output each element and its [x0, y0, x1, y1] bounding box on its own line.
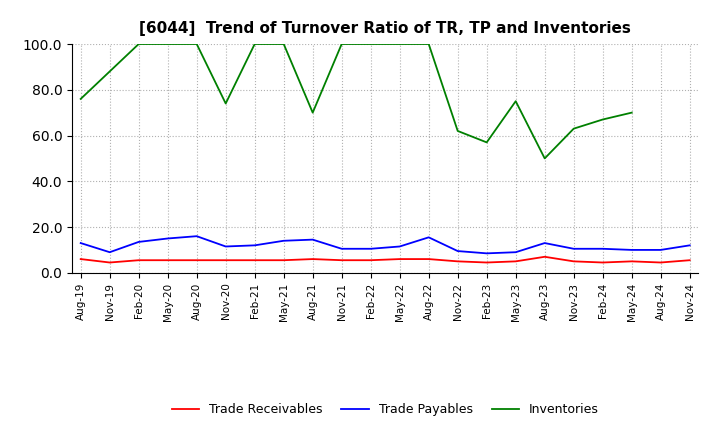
- Line: Trade Payables: Trade Payables: [81, 236, 690, 253]
- Inventories: [570, 126, 578, 131]
- Trade Payables: [657, 247, 665, 253]
- Trade Payables: [76, 240, 85, 246]
- Inventories: [454, 128, 462, 134]
- Inventories: [221, 101, 230, 106]
- Inventories: [627, 110, 636, 115]
- Trade Receivables: [511, 259, 520, 264]
- Trade Payables: [251, 243, 259, 248]
- Inventories: [308, 110, 317, 115]
- Inventories: [511, 99, 520, 104]
- Trade Receivables: [163, 257, 172, 263]
- Inventories: [279, 41, 288, 47]
- Trade Receivables: [135, 257, 143, 263]
- Trade Payables: [366, 246, 375, 251]
- Trade Payables: [454, 249, 462, 254]
- Trade Payables: [163, 236, 172, 241]
- Trade Receivables: [366, 257, 375, 263]
- Trade Receivables: [279, 257, 288, 263]
- Inventories: [163, 41, 172, 47]
- Line: Trade Receivables: Trade Receivables: [81, 257, 690, 263]
- Inventories: [482, 140, 491, 145]
- Trade Receivables: [192, 257, 201, 263]
- Trade Receivables: [76, 257, 85, 262]
- Trade Receivables: [395, 257, 404, 262]
- Trade Payables: [511, 249, 520, 255]
- Inventories: [338, 41, 346, 47]
- Trade Receivables: [570, 259, 578, 264]
- Trade Payables: [598, 246, 607, 251]
- Trade Payables: [338, 246, 346, 251]
- Trade Payables: [685, 243, 694, 248]
- Line: Inventories: Inventories: [81, 44, 631, 158]
- Trade Payables: [424, 235, 433, 240]
- Trade Receivables: [251, 257, 259, 263]
- Trade Receivables: [598, 260, 607, 265]
- Trade Payables: [308, 237, 317, 242]
- Trade Receivables: [541, 254, 549, 260]
- Trade Receivables: [424, 257, 433, 262]
- Trade Payables: [192, 234, 201, 239]
- Trade Payables: [395, 244, 404, 249]
- Inventories: [395, 41, 404, 47]
- Inventories: [366, 41, 375, 47]
- Trade Payables: [279, 238, 288, 243]
- Trade Receivables: [454, 259, 462, 264]
- Inventories: [76, 96, 85, 102]
- Trade Payables: [570, 246, 578, 251]
- Trade Payables: [541, 240, 549, 246]
- Trade Receivables: [685, 257, 694, 263]
- Inventories: [541, 156, 549, 161]
- Trade Receivables: [308, 257, 317, 262]
- Trade Receivables: [338, 257, 346, 263]
- Trade Payables: [105, 249, 114, 255]
- Trade Payables: [627, 247, 636, 253]
- Inventories: [135, 41, 143, 47]
- Inventories: [192, 41, 201, 47]
- Trade Payables: [221, 244, 230, 249]
- Inventories: [105, 69, 114, 74]
- Trade Receivables: [105, 260, 114, 265]
- Title: [6044]  Trend of Turnover Ratio of TR, TP and Inventories: [6044] Trend of Turnover Ratio of TR, TP…: [139, 21, 631, 36]
- Trade Payables: [482, 251, 491, 256]
- Trade Receivables: [482, 260, 491, 265]
- Inventories: [598, 117, 607, 122]
- Trade Receivables: [627, 259, 636, 264]
- Inventories: [251, 41, 259, 47]
- Inventories: [424, 41, 433, 47]
- Legend: Trade Receivables, Trade Payables, Inventories: Trade Receivables, Trade Payables, Inven…: [166, 398, 604, 421]
- Trade Payables: [135, 239, 143, 245]
- Trade Receivables: [221, 257, 230, 263]
- Trade Receivables: [657, 260, 665, 265]
